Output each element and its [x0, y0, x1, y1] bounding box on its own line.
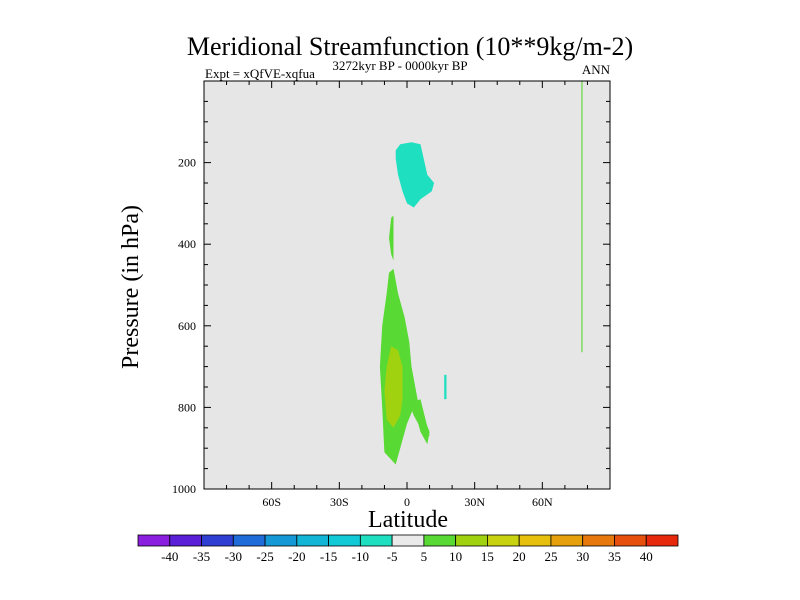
colorbar-label-0: -40 — [161, 549, 178, 564]
colorbar: -40 -35 -30 -25 -20 -15 -10 -5 5 10 15 20 25 30 35 40 — [137, 534, 679, 564]
region-upper-negative-cell — [395, 142, 435, 208]
x-tick-label-3: 30N — [464, 495, 485, 509]
colorbar-label-10: 15 — [481, 549, 494, 564]
region-lower-positive-core — [384, 346, 403, 428]
colorbar-swatch-3 — [232, 534, 266, 547]
colorbar-swatch-4 — [264, 534, 298, 547]
colorbar-label-13: 30 — [576, 549, 589, 564]
region-small-tick-18N — [444, 374, 447, 400]
y-tick-label-4: 1000 — [172, 482, 196, 496]
colorbar-label-3: -25 — [256, 549, 273, 564]
y-tick-label-0: 200 — [178, 156, 196, 170]
colorbar-swatch-2 — [201, 534, 234, 547]
region-thin-line-78N — [581, 81, 583, 353]
colorbar-swatch-6 — [328, 534, 361, 547]
colorbar-label-6: -10 — [352, 549, 369, 564]
colorbar-swatch-1 — [169, 534, 202, 547]
x-tick-label-0: 60S — [262, 495, 281, 509]
colorbar-swatch-12 — [518, 534, 552, 547]
region-southern-hook — [409, 399, 430, 436]
colorbar-swatch-0 — [137, 534, 171, 547]
colorbar-label-11: 20 — [513, 549, 526, 564]
colorbar-swatch-11 — [487, 534, 520, 547]
colorbar-swatch-10 — [455, 534, 488, 547]
y-tick-label-3: 800 — [178, 400, 196, 414]
colorbar-label-15: 40 — [640, 549, 653, 564]
x-axis-label: Latitude — [368, 507, 448, 533]
colorbar-swatch-15 — [614, 534, 647, 547]
colorbar-swatch-14 — [582, 534, 615, 547]
colorbar-label-4: -20 — [288, 549, 305, 564]
colorbar-label-7: -5 — [387, 549, 398, 564]
x-tick-label-2: 0 — [404, 495, 410, 509]
colorbar-swatch-9 — [423, 534, 457, 547]
x-tick-label-1: 30S — [330, 495, 349, 509]
y-tick-label-2: 600 — [178, 319, 196, 333]
contour-regions — [379, 81, 583, 465]
colorbar-label-8: 5 — [421, 549, 428, 564]
x-tick-label-4: 60N — [532, 495, 553, 509]
subtitle-left: Expt = xQfVE-xqfua — [205, 66, 315, 81]
y-tick-label-1: 400 — [178, 237, 196, 251]
colorbar-swatch-8 — [391, 534, 425, 547]
subtitle-right: ANN — [582, 62, 611, 77]
colorbar-label-14: 35 — [608, 549, 621, 564]
axis-ticks — [204, 81, 610, 489]
y-axis-label: Pressure (in hPa) — [118, 205, 144, 369]
colorbar-swatch-16 — [645, 534, 679, 547]
chart-title: Meridional Streamfunction (10**9kg/m-2) — [187, 32, 633, 61]
plot-area — [204, 81, 610, 489]
region-thin-upper-sliver — [389, 215, 394, 261]
colorbar-swatch-13 — [550, 534, 584, 547]
colorbar-label-12: 25 — [544, 549, 557, 564]
axis-tick-labels: 60S 30S 0 30N 60N 200 400 600 800 1000 — [172, 156, 553, 509]
colorbar-label-5: -15 — [320, 549, 337, 564]
colorbar-swatch-5 — [296, 534, 329, 547]
colorbar-label-1: -35 — [193, 549, 210, 564]
colorbar-swatch-7 — [359, 534, 393, 547]
colorbar-label-2: -30 — [225, 549, 242, 564]
colorbar-label-9: 10 — [449, 549, 462, 564]
subtitle-center: 3272kyr BP - 0000kyr BP — [332, 58, 467, 73]
